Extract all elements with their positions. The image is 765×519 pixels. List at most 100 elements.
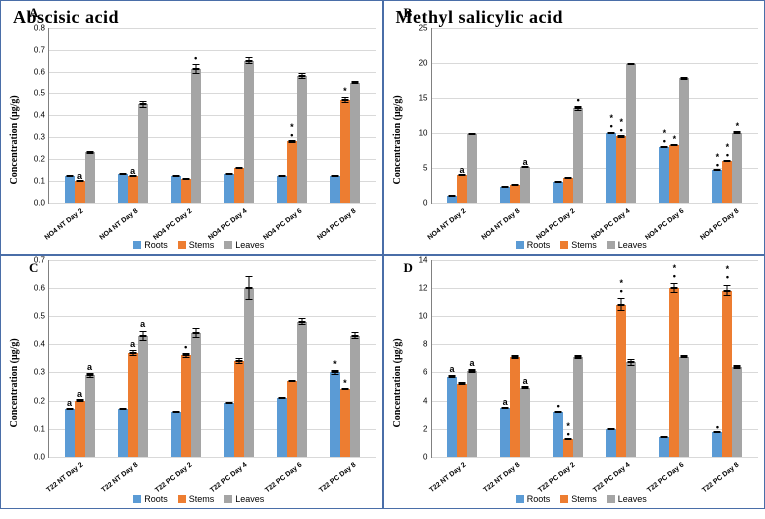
y-tick: 8 [423, 340, 427, 349]
x-tick-label: NO4 PC Day 4 [239, 214, 261, 242]
bar-leaves [626, 362, 636, 457]
significance-mark: *• [673, 264, 677, 280]
error-bar [684, 78, 685, 79]
significance-mark: a [523, 377, 528, 385]
x-tick-label: T22 PC Day 2 [567, 468, 589, 496]
error-bar [228, 403, 229, 404]
error-bar [132, 353, 133, 356]
bar-stems [181, 179, 191, 203]
chart-region: 02468101214aaaa•*•*•*••*• [431, 260, 759, 459]
error-bar [452, 377, 453, 379]
bar-roots: *• [606, 133, 616, 203]
legend-item-leaves: Leaves [224, 494, 264, 504]
y-tick: 0.5 [34, 311, 45, 320]
column-title: Methyl salicylic acid [396, 7, 759, 28]
bar-roots: * [330, 372, 340, 457]
chart-region: 0510152025aa•*•*•*•**•*•* [431, 28, 759, 204]
bar-stems [563, 178, 573, 202]
bar-stems: a [128, 353, 138, 457]
significance-mark: * [333, 360, 337, 368]
x-tick-label: T22 PC Day 4 [239, 468, 261, 496]
x-tick-label: NO4 NT Day 8 [512, 214, 534, 242]
legend-swatch [560, 241, 568, 249]
bar-roots [659, 437, 669, 457]
y-ticks: 0.00.10.20.30.40.50.60.70.8 [21, 28, 47, 203]
legend-swatch [607, 495, 615, 503]
error-bar [248, 61, 249, 65]
y-axis-label: Concentration (μg/g) [390, 260, 405, 507]
significance-mark: a [130, 340, 135, 348]
x-tick-label: T22 NT Day 8 [130, 468, 152, 496]
bar-leaves: * [732, 133, 742, 203]
x-tick-label: NO4 PC Day 2 [184, 214, 206, 242]
bar-stems [287, 381, 297, 457]
y-tick: 10 [419, 128, 428, 137]
bar-groups: aa•*•*•*•**•*•* [436, 28, 755, 203]
significance-mark: • [194, 54, 197, 62]
y-tick: 0.4 [34, 340, 45, 349]
bar-group: • [159, 260, 212, 458]
y-tick: 20 [419, 58, 428, 67]
y-tick: 0.7 [34, 255, 45, 264]
bar-stems [234, 168, 244, 203]
bar-roots: *• [712, 170, 722, 202]
y-axis-label: Concentration (μg/g) [390, 28, 405, 252]
legend-label: Leaves [618, 240, 647, 250]
bar-leaves [350, 336, 360, 457]
error-bar [525, 388, 526, 389]
bar-roots [277, 176, 287, 202]
x-tick-label: NO4 PC Day 4 [622, 214, 644, 242]
error-bar [248, 276, 249, 288]
bar-leaves [679, 357, 689, 457]
y-tick: 0.0 [34, 198, 45, 207]
significance-mark: • [184, 343, 187, 351]
error-bar [195, 69, 196, 74]
error-bar [301, 322, 302, 326]
y-tick: 0 [423, 198, 427, 207]
bar-group: •*• [701, 260, 754, 458]
bar-leaves: a [520, 167, 530, 203]
bar-group: • [542, 28, 595, 203]
y-tick: 0.5 [34, 89, 45, 98]
error-bar [727, 161, 728, 162]
y-ticks: 0.00.10.20.30.40.50.60.7 [21, 260, 47, 458]
bar-roots [330, 176, 340, 202]
bar-group: *•*• [595, 28, 648, 203]
bar-leaves: • [191, 69, 201, 202]
y-tick: 0.2 [34, 396, 45, 405]
figure-frame: Abscisic acidAConcentration (μg/g)0.00.1… [0, 0, 765, 509]
error-bar [631, 64, 632, 65]
error-bar [515, 357, 516, 359]
bar-leaves [244, 61, 254, 203]
bar-leaves: a [85, 375, 95, 457]
significance-mark: * [343, 379, 347, 387]
bar-roots [606, 429, 616, 457]
bar-group: aaa [53, 260, 106, 458]
panel-b: Methyl salicylic acidBConcentration (μg/… [383, 0, 765, 255]
bar-stems: * [340, 389, 350, 457]
bar-roots [224, 403, 234, 457]
x-tick-label: T22 PC Day 2 [184, 468, 206, 496]
x-tick-label: NO4 PC Day 8 [348, 214, 370, 242]
significance-mark: a [77, 172, 82, 180]
error-bar [89, 375, 90, 377]
chart-region: 0.00.10.20.30.40.50.60.70.8aa•*•* [48, 28, 376, 204]
error-bar [631, 362, 632, 365]
plot-area: Concentration (μg/g)0.00.10.20.30.40.50.… [7, 28, 376, 252]
significance-mark: *• [620, 118, 624, 134]
legend-swatch [607, 241, 615, 249]
error-bar [354, 83, 355, 84]
legend-label: Stems [571, 240, 597, 250]
bar-leaves [244, 288, 254, 457]
error-bar [354, 336, 355, 339]
x-axis-labels: NO4 NT Day 2NO4 NT Day 8NO4 PC Day 2NO4 … [48, 204, 376, 240]
bar-stems: *• [616, 305, 626, 457]
bar-leaves: a [520, 388, 530, 457]
bar-group: a [53, 28, 106, 203]
y-ticks: 02468101214 [404, 260, 430, 458]
y-tick: 5 [423, 163, 427, 172]
bar-group: a [489, 28, 542, 203]
bar-leaves [626, 64, 636, 202]
legend: RootsStemsLeaves [22, 494, 376, 506]
bar-leaves: a [138, 336, 148, 457]
